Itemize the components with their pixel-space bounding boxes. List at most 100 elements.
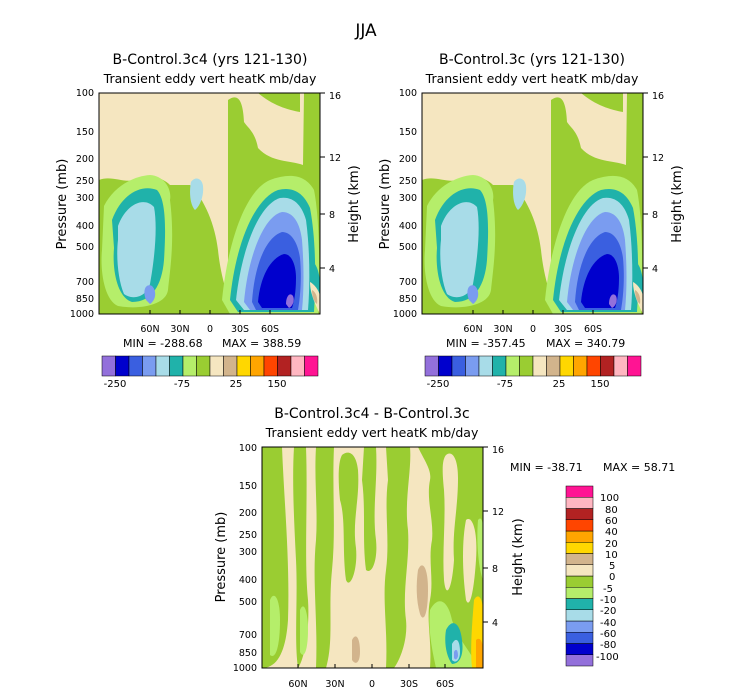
- tick-label: 300: [239, 547, 257, 558]
- colorbar-swatch: [565, 654, 594, 667]
- panel-2: B-Control.3c (yrs 121-130) Transient edd…: [378, 52, 685, 390]
- tick-label: 60S: [584, 324, 602, 335]
- tick-label: 500: [399, 242, 417, 253]
- panel-2-min: MIN = -357.45: [446, 337, 526, 350]
- colorbar-label: -60: [600, 629, 616, 640]
- panel-3-title: B-Control.3c4 - B-Control.3c: [274, 406, 470, 422]
- colorbar-label: -20: [600, 606, 616, 617]
- tick-label: 200: [399, 154, 417, 165]
- panel-3-y2label: Height (km): [511, 518, 526, 595]
- field-region: [609, 294, 617, 308]
- colorbar-swatch: [142, 355, 157, 377]
- panel-3-ticks: [297, 446, 488, 668]
- field-region: [442, 453, 458, 591]
- colorbar-swatch: [565, 497, 594, 509]
- colorbar-swatch: [565, 609, 594, 622]
- panel-1-max: MAX = 388.59: [222, 337, 301, 350]
- panel-2-ticks: [472, 92, 648, 314]
- panel-1-title: B-Control.3c4 (yrs 121-130): [113, 52, 308, 68]
- colorbar-swatch: [128, 355, 143, 377]
- field-region: [262, 447, 289, 668]
- colorbar-swatch: [586, 355, 601, 377]
- colorbar-label: -250: [427, 379, 450, 390]
- colorbar-swatch: [559, 355, 574, 377]
- tick-label: 8: [652, 210, 658, 221]
- colorbar-swatch: [600, 355, 615, 377]
- colorbar-swatch: [565, 519, 594, 532]
- panel-1-min: MIN = -288.68: [123, 337, 203, 350]
- tick-label: 400: [239, 575, 257, 586]
- colorbar-swatch: [565, 598, 594, 610]
- tick-label: 60N: [288, 679, 307, 690]
- field-region: [581, 254, 619, 308]
- field-region: [258, 93, 300, 112]
- tick-label: 8: [492, 564, 498, 575]
- panel-3-lat-ticks: 60N 30N 0 30S 60S: [288, 679, 454, 690]
- panel-3-pressure-ticks: 100 150 200 250 300 400 500 700 850 1000: [233, 443, 257, 674]
- tick-label: 100: [399, 88, 417, 99]
- tick-label: 30S: [400, 679, 418, 690]
- colorbar-swatch: [424, 355, 439, 377]
- field-region: [384, 447, 411, 668]
- tick-label: 700: [239, 630, 257, 641]
- colorbar-label: 100: [600, 493, 619, 504]
- tick-label: 250: [239, 530, 257, 541]
- tick-label: 200: [76, 154, 94, 165]
- colorbar-swatch: [519, 355, 534, 377]
- tick-label: 16: [329, 91, 341, 102]
- tick-label: 150: [239, 481, 257, 492]
- panel-3-colorbar: [565, 485, 594, 667]
- colorbar-label: -40: [600, 618, 616, 629]
- colorbar-swatch: [304, 355, 319, 377]
- colorbar-swatch: [565, 542, 594, 554]
- colorbar-swatch: [565, 508, 594, 520]
- panel-2-subtitle: Transient eddy vert heatK mb/day: [425, 71, 639, 86]
- colorbar-label: -80: [600, 640, 616, 651]
- field-region: [581, 93, 623, 112]
- panel-2-lat-ticks: 60N 30N 0 30S 60S: [463, 324, 602, 335]
- colorbar-swatch: [565, 587, 594, 599]
- tick-label: 4: [652, 264, 658, 275]
- tick-label: 850: [399, 294, 417, 305]
- tick-label: 850: [76, 294, 94, 305]
- tick-label: 60S: [436, 679, 454, 690]
- tick-label: 8: [329, 210, 335, 221]
- colorbar-swatch: [236, 355, 251, 377]
- colorbar-label: 25: [230, 379, 243, 390]
- tick-label: 700: [76, 277, 94, 288]
- tick-label: 16: [492, 445, 504, 456]
- colorbar-swatch: [565, 564, 594, 577]
- colorbar-swatch: [451, 355, 466, 377]
- tick-label: 0: [369, 679, 375, 690]
- panel-3-field: [262, 447, 483, 668]
- tick-label: 30S: [231, 324, 249, 335]
- field-region: [352, 636, 360, 663]
- field-region: [312, 290, 318, 304]
- colorbar-swatch: [492, 355, 507, 377]
- colorbar-swatch: [115, 355, 130, 377]
- tick-label: 12: [652, 153, 664, 164]
- panel-1-lat-ticks: 60N 30N 0 30S 60S: [140, 324, 279, 335]
- colorbar-label: 0: [609, 572, 615, 583]
- field-region: [476, 638, 483, 668]
- colorbar-swatch: [573, 355, 588, 377]
- field-region: [362, 447, 377, 571]
- colorbar-label: 20: [605, 539, 618, 550]
- tick-label: 100: [76, 88, 94, 99]
- panel-3-colorbar-labels: 100 80 60 40 20 10 5 0 -5 -10 -20 -40 -6…: [596, 493, 619, 663]
- tick-label: 150: [76, 127, 94, 138]
- tick-label: 150: [399, 127, 417, 138]
- colorbar-label: 25: [553, 379, 566, 390]
- colorbar-swatch: [290, 355, 305, 377]
- panel-1-height-ticks: 16 12 8 4: [329, 91, 341, 275]
- colorbar-swatch: [209, 355, 224, 377]
- field-region: [513, 178, 527, 210]
- tick-label: 1000: [393, 309, 417, 320]
- colorbar-swatch: [277, 355, 292, 377]
- colorbar-swatch: [250, 355, 265, 377]
- tick-label: 700: [399, 277, 417, 288]
- panel-1: B-Control.3c4 (yrs 121-130) Transient ed…: [55, 52, 362, 390]
- colorbar-label: 150: [267, 379, 286, 390]
- panel-2-ylabel: Pressure (mb): [378, 159, 393, 250]
- tick-label: 12: [492, 507, 504, 518]
